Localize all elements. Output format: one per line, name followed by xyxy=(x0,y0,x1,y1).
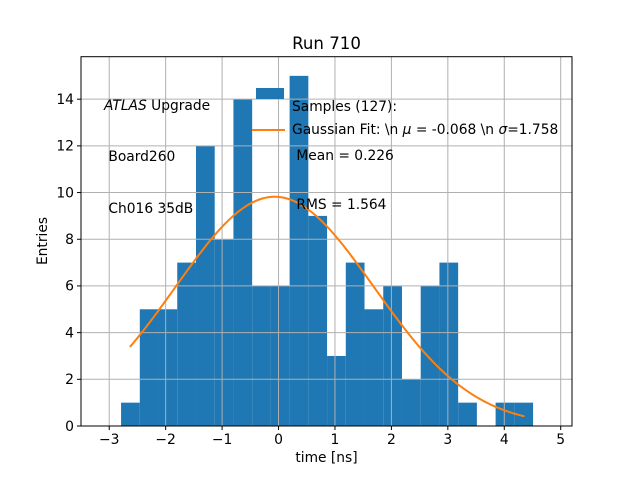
legend-label-gaussian: Gaussian Fit: \n μ = -0.068 \n σ=1.758 xyxy=(292,122,559,138)
y-axis-label: Entries xyxy=(35,216,51,266)
histogram-bar xyxy=(495,402,515,426)
y-tick-label: 10 xyxy=(56,185,74,201)
x-tick-label: 4 xyxy=(500,432,509,448)
y-tick-label: 12 xyxy=(56,139,74,155)
gaussian-fit-curve xyxy=(129,195,525,418)
histogram-bar xyxy=(364,309,384,426)
y-tick-label: 8 xyxy=(65,232,74,248)
legend-samples-line-2: Mean = 0.226 xyxy=(292,148,394,165)
chart-title: Run 710 xyxy=(292,34,361,53)
histogram-bar xyxy=(177,262,196,426)
histogram-bar xyxy=(420,285,440,426)
legend-samples-line-3: RMS = 1.564 xyxy=(292,197,387,214)
histogram-bar xyxy=(121,402,140,426)
axis-ticks xyxy=(77,98,562,430)
histogram-bar xyxy=(289,75,309,426)
histogram-bar xyxy=(439,262,459,426)
histogram-bar xyxy=(308,215,328,426)
legend-samples-line-1: Samples (127): xyxy=(292,98,398,115)
y-tick-label: 6 xyxy=(65,279,74,295)
y-tick-label: 4 xyxy=(65,325,74,341)
x-tick-label: 3 xyxy=(443,432,452,448)
x-tick-label: 5 xyxy=(556,432,565,448)
annotation-atlas: ATLAS Upgrade Board260 Ch016 35dB xyxy=(104,63,210,253)
histogram-bar xyxy=(383,285,402,426)
x-tick-label: 0 xyxy=(274,432,283,448)
y-tick-label: 14 xyxy=(56,92,74,108)
histogram-bar xyxy=(252,285,271,426)
x-tick-labels: −3 −2 −1 0 1 2 3 4 5 xyxy=(99,432,565,448)
annotation-line-1: ATLAS Upgrade xyxy=(104,97,211,114)
x-tick-label: −1 xyxy=(212,432,232,448)
histogram-bar xyxy=(270,285,290,426)
histogram-bar xyxy=(233,99,253,426)
histogram-bar xyxy=(401,379,421,426)
annotation-line-3: Ch016 35dB xyxy=(104,201,194,218)
histogram-bar xyxy=(514,402,534,426)
x-tick-label: 2 xyxy=(387,432,396,448)
histogram-bar xyxy=(327,355,346,426)
x-tick-label: −3 xyxy=(99,432,119,448)
histogram-bar xyxy=(158,309,178,426)
histogram-bar xyxy=(458,402,477,426)
legend-swatch-samples xyxy=(256,88,284,99)
y-tick-labels: 0 2 4 6 8 10 12 14 xyxy=(56,92,74,435)
y-tick-label: 0 xyxy=(65,419,74,435)
legend-swatch-gaussian-line xyxy=(252,129,285,131)
x-tick-label: −2 xyxy=(155,432,175,448)
x-tick-label: 1 xyxy=(331,432,340,448)
x-axis-label: time [ns] xyxy=(295,450,358,466)
legend-label-samples: Samples (127): Mean = 0.226 RMS = 1.564 xyxy=(292,66,397,246)
y-tick-label: 2 xyxy=(65,372,74,388)
grid xyxy=(81,56,572,426)
histogram-bar xyxy=(345,262,365,426)
annotation-line-2: Board260 xyxy=(104,149,176,166)
plot-border xyxy=(80,56,573,427)
histogram-bar xyxy=(139,309,159,426)
